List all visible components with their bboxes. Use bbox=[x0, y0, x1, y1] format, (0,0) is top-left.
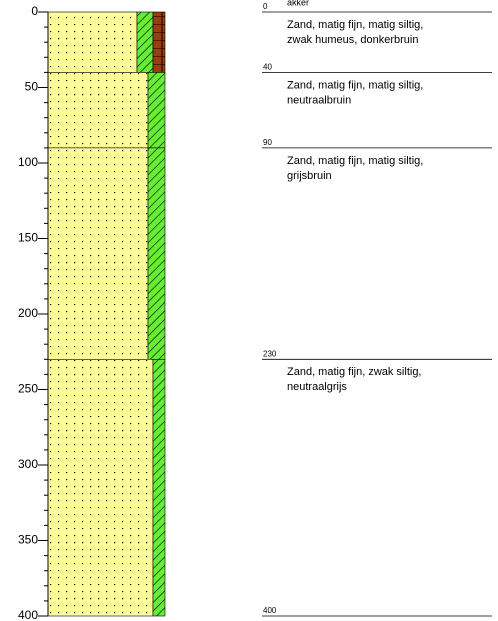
layer-description: Zand, matig fijn, zwak siltig, bbox=[287, 366, 422, 378]
depth-label: 40 bbox=[263, 63, 272, 72]
sand-fill bbox=[48, 148, 148, 359]
sand-fill bbox=[48, 12, 137, 72]
land-use: akker bbox=[287, 0, 309, 7]
page: {"chart_data": {"type": "borehole", "lan… bbox=[0, 0, 498, 621]
layer-description: neutraalgrijs bbox=[287, 381, 347, 393]
depth-label: 90 bbox=[263, 138, 272, 147]
depth-label: 230 bbox=[263, 349, 277, 358]
depth-label: 0 bbox=[263, 2, 268, 11]
depth-label: 400 bbox=[263, 606, 277, 615]
layer-description: neutraalbruin bbox=[287, 94, 351, 106]
y-tick-label: 250 bbox=[18, 382, 38, 396]
layer-description: Zand, matig fijn, matig siltig, bbox=[287, 19, 423, 31]
y-tick-label: 150 bbox=[18, 231, 38, 245]
borehole-log: akker 0 Zand, matig fijn, matig siltig, zw… bbox=[0, 0, 498, 621]
layer-description: Zand, matig fijn, matig siltig, bbox=[287, 155, 423, 167]
y-tick-label: 300 bbox=[18, 457, 38, 471]
y-tick-label: 200 bbox=[18, 306, 38, 320]
y-tick-label: 0 bbox=[31, 4, 38, 18]
y-tick-label: 400 bbox=[18, 608, 38, 621]
sand-fill bbox=[48, 72, 148, 147]
sand-fill bbox=[48, 359, 153, 616]
silt-fill bbox=[153, 359, 165, 616]
y-tick-label: 100 bbox=[18, 155, 38, 169]
silt-fill bbox=[148, 148, 165, 359]
silt-fill bbox=[137, 12, 153, 72]
y-tick-label: 50 bbox=[25, 80, 39, 94]
silt-fill bbox=[148, 72, 165, 147]
humus-fill bbox=[153, 12, 165, 72]
y-tick-label: 350 bbox=[18, 533, 38, 547]
layer-description: zwak humeus, donkerbruin bbox=[287, 34, 418, 46]
layer-description: grijsbruin bbox=[287, 170, 332, 182]
layer-description: Zand, matig fijn, matig siltig, bbox=[287, 79, 423, 91]
